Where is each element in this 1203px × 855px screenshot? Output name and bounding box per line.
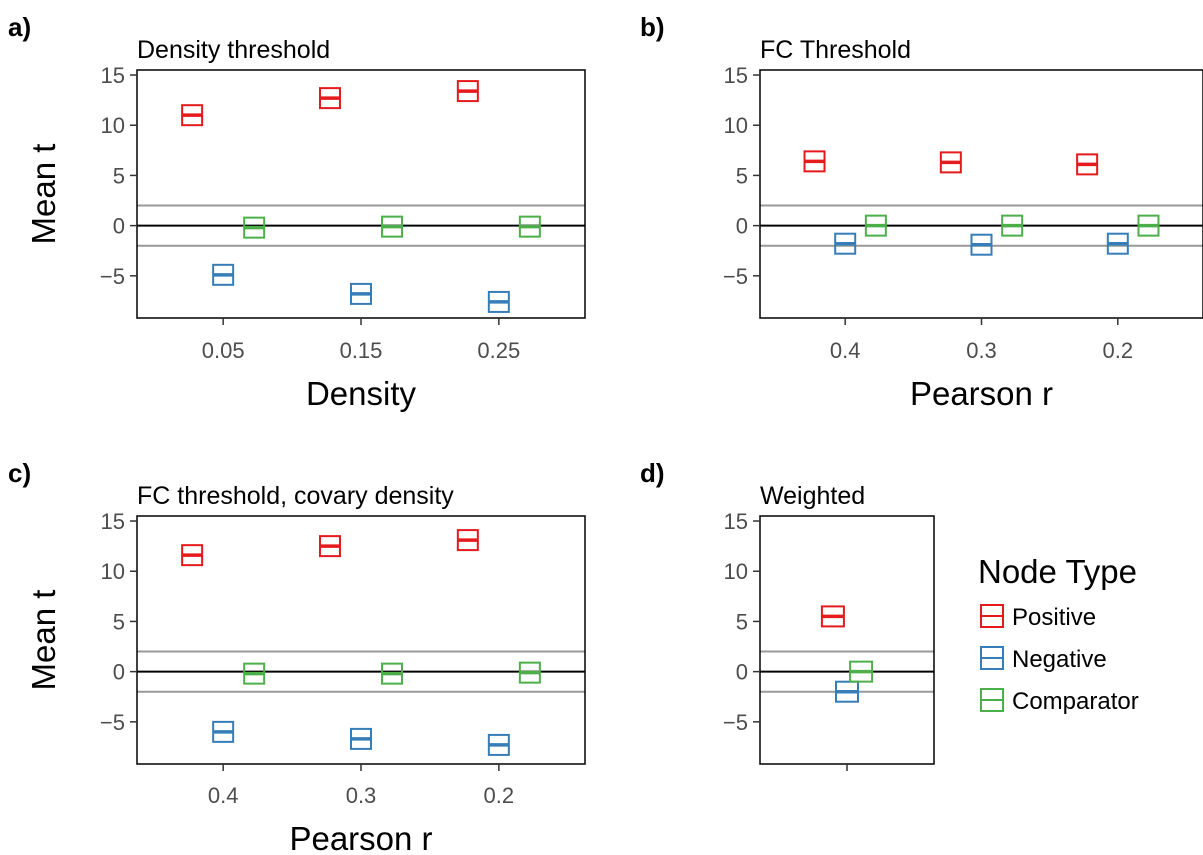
panel-title: Weighted bbox=[760, 482, 865, 510]
series-comparator bbox=[864, 214, 1160, 237]
y-tick-label: 15 bbox=[101, 63, 125, 88]
panel-letter: a) bbox=[8, 12, 31, 42]
y-tick-label: 0 bbox=[113, 214, 125, 239]
panel-d: d) Weighted 15 10 5 0 −5 bbox=[640, 458, 935, 771]
series-negative bbox=[212, 720, 510, 756]
y-tick-label: 0 bbox=[113, 660, 125, 685]
series-comparator bbox=[243, 215, 541, 239]
y-tick-label: 5 bbox=[736, 163, 748, 188]
panel-letter: b) bbox=[640, 12, 665, 42]
series-comparator bbox=[849, 660, 874, 683]
series-positive bbox=[820, 605, 845, 628]
y-tick-label: −5 bbox=[723, 264, 748, 289]
y-tick-label: 15 bbox=[724, 509, 748, 534]
x-axis-label: Density bbox=[306, 375, 417, 412]
panel-border bbox=[136, 69, 586, 319]
x-tick-label: 0.2 bbox=[1103, 338, 1134, 363]
x-tick-label: 0.15 bbox=[340, 338, 383, 363]
y-tick-label: 5 bbox=[736, 609, 748, 634]
y-tick-label: 10 bbox=[724, 559, 748, 584]
y-tick-label: 10 bbox=[101, 113, 125, 138]
legend-item-positive: Positive bbox=[1012, 604, 1096, 631]
y-tick-label: −5 bbox=[723, 710, 748, 735]
y-tick-label: 0 bbox=[736, 660, 748, 685]
panel-border bbox=[136, 515, 586, 765]
x-tick-label: 0.3 bbox=[966, 338, 997, 363]
panel-a: a) Density threshold 15 10 5 0 −5 0.05 0.15 0.25 D… bbox=[8, 12, 586, 412]
panel-border bbox=[759, 69, 1203, 319]
x-tick-label: 0.25 bbox=[477, 338, 520, 363]
panel-border bbox=[759, 515, 935, 765]
y-tick-label: 10 bbox=[101, 559, 125, 584]
panel-title: FC Threshold bbox=[760, 36, 911, 64]
y-tick-label: −5 bbox=[100, 264, 125, 289]
series-negative bbox=[834, 232, 1129, 256]
legend-item-comparator: Comparator bbox=[1012, 688, 1139, 715]
series-positive bbox=[803, 150, 1099, 176]
series-positive bbox=[181, 529, 479, 567]
x-tick-label: 0.4 bbox=[830, 338, 861, 363]
panel-letter: d) bbox=[640, 458, 665, 488]
x-tick-label: 0.4 bbox=[208, 783, 239, 808]
y-tick-label: −5 bbox=[100, 710, 125, 735]
panel-title: FC threshold, covary density bbox=[137, 482, 454, 510]
y-axis-label: Mean t bbox=[25, 590, 62, 691]
x-axis-label: Pearson r bbox=[910, 375, 1053, 412]
panel-b: b) FC Threshold 15 10 5 0 −5 0.4 0.3 0.2 Pearson r bbox=[640, 12, 1203, 412]
y-tick-label: 5 bbox=[113, 163, 125, 188]
legend-item-negative: Negative bbox=[1012, 646, 1107, 673]
series-negative bbox=[835, 680, 859, 703]
series-positive bbox=[181, 80, 479, 127]
panel-letter: c) bbox=[8, 458, 31, 488]
x-tick-label: 0.05 bbox=[202, 338, 245, 363]
y-tick-label: 0 bbox=[736, 214, 748, 239]
y-tick-label: 5 bbox=[113, 609, 125, 634]
x-tick-label: 0.3 bbox=[346, 783, 377, 808]
y-tick-label: 15 bbox=[101, 509, 125, 534]
y-tick-label: 10 bbox=[724, 113, 748, 138]
panel-title: Density threshold bbox=[137, 36, 330, 64]
panel-c: c) FC threshold, covary density 15 10 5 0 −5 0.… bbox=[8, 458, 586, 855]
series-negative bbox=[212, 263, 510, 313]
y-tick-label: 15 bbox=[724, 63, 748, 88]
x-tick-label: 0.2 bbox=[484, 783, 515, 808]
y-axis-label: Mean t bbox=[25, 144, 62, 245]
series-comparator bbox=[243, 661, 541, 685]
x-axis-label: Pearson r bbox=[289, 820, 432, 855]
legend: Node Type Positive Negative Comparator bbox=[978, 553, 1139, 715]
legend-title: Node Type bbox=[978, 553, 1137, 590]
